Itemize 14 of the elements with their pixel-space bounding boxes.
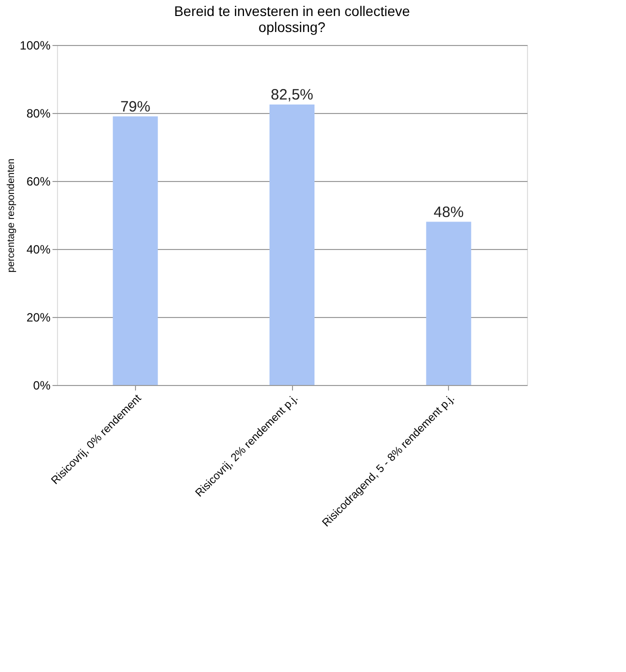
y-tick-label: 80% — [26, 106, 51, 120]
bar — [270, 104, 314, 385]
bar — [426, 222, 472, 385]
y-axis-title: percentage respondenten — [6, 158, 17, 272]
bar — [112, 116, 158, 385]
data-label: 48% — [434, 204, 464, 221]
y-tick-label: 20% — [26, 310, 51, 324]
data-label: 79% — [120, 98, 150, 116]
y-tick-label: 100% — [20, 38, 51, 52]
data-label: 82,5% — [270, 86, 314, 104]
chart-title: Bereid te investeren in een collectieve oplossing? — [174, 3, 410, 35]
y-tick-label: 40% — [26, 242, 51, 256]
y-tick-label: 0% — [33, 378, 51, 392]
y-tick-label: 60% — [26, 174, 51, 188]
